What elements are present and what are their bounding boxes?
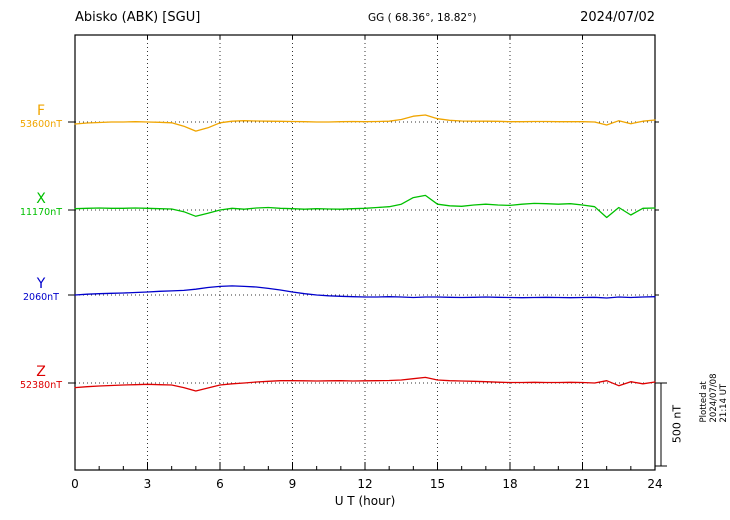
x-tick-label: 9 — [288, 477, 297, 491]
x-tick-label: 24 — [647, 477, 663, 491]
plotted-at-note: Plotted at 2024/07/08 21:14 UT — [699, 373, 729, 423]
series-label-y: Y 2060nT — [12, 277, 70, 304]
series-name-x: X — [36, 191, 46, 207]
series-name-y: Y — [36, 276, 46, 292]
series-baseline-z: 52380nT — [19, 380, 63, 391]
series-baseline-x: 11170nT — [19, 207, 63, 218]
scale-bar-label: 500 nT — [670, 404, 684, 444]
trace-f — [74, 114, 656, 132]
trace-x — [74, 194, 656, 219]
station-title: Abisko (ABK) [SGU] — [75, 10, 201, 25]
x-tick-label: 21 — [574, 477, 591, 491]
series-label-z: Z 52380nT — [12, 365, 70, 392]
series-label-x: X 11170nT — [12, 192, 70, 219]
x-tick-label: 6 — [216, 477, 224, 491]
x-tick-label: 12 — [357, 477, 373, 491]
series-baseline-f: 53600nT — [19, 119, 63, 130]
x-tick-label: 3 — [143, 477, 152, 491]
series-baseline-y: 2060nT — [22, 292, 59, 303]
trace-y — [74, 285, 656, 299]
geographic-coords: GG ( 68.36°, 18.82°) — [368, 12, 477, 24]
x-tick-label: 18 — [502, 477, 518, 491]
x-tick-label: 0 — [71, 477, 79, 491]
trace-z — [74, 376, 656, 392]
series-label-f: F 53600nT — [12, 104, 70, 131]
series-name-f: F — [36, 103, 46, 119]
plot-border — [74, 34, 656, 471]
observation-date: 2024/07/02 — [580, 10, 655, 25]
x-axis-label: U T (hour) — [334, 494, 396, 508]
series-name-z: Z — [36, 364, 46, 380]
x-tick-label: 15 — [429, 477, 446, 491]
